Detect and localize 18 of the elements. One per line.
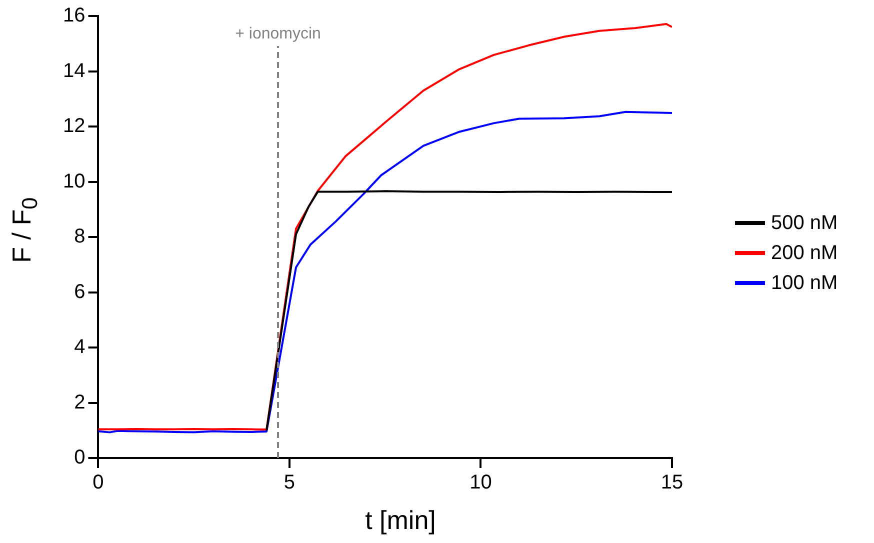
y-tick-label: 6 bbox=[74, 280, 86, 303]
x-axis-title: t [min] bbox=[364, 505, 437, 536]
y-tick-label: 0 bbox=[74, 446, 86, 469]
legend-label: 200 nM bbox=[770, 240, 838, 266]
y-tick-label: 8 bbox=[74, 226, 86, 248]
x-tick-label: 15 bbox=[660, 472, 684, 494]
y-tick-label: 16 bbox=[62, 4, 86, 27]
y-tick-label: 4 bbox=[74, 336, 86, 358]
y-tick-label: 12 bbox=[62, 115, 86, 138]
legend-label: 100 nM bbox=[770, 270, 838, 296]
x-tick-label: 0 bbox=[92, 472, 104, 494]
x-tick-label: 10 bbox=[470, 472, 492, 494]
y-tick-label: 10 bbox=[62, 170, 86, 192]
y-tick-label: 2 bbox=[74, 391, 86, 414]
ref-line-label: + ionomycin bbox=[235, 25, 321, 42]
legend-label: 500 nM bbox=[770, 210, 838, 236]
x-tick-label: 5 bbox=[284, 472, 296, 494]
y-tick-label: 14 bbox=[62, 60, 86, 82]
